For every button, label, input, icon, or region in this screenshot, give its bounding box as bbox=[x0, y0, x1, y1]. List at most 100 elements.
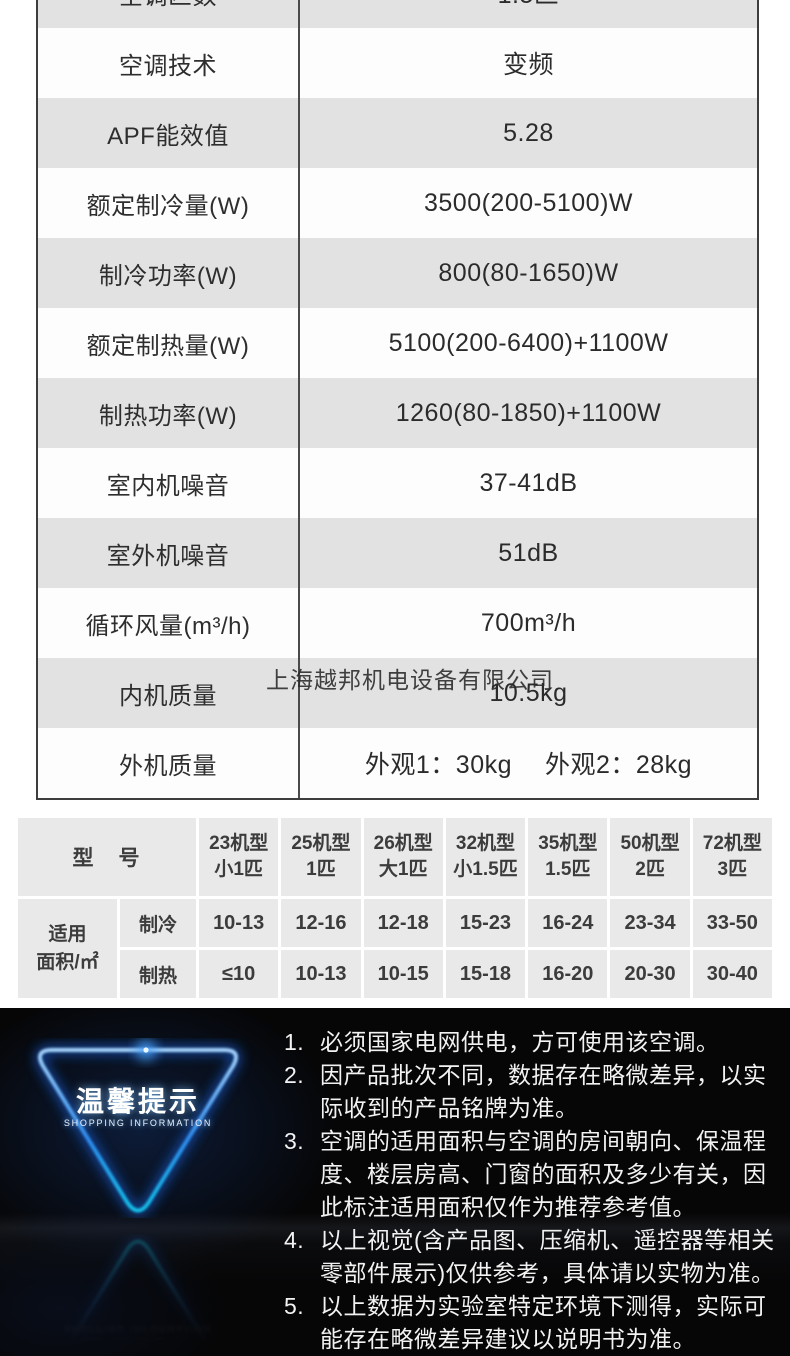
heating-area-value: 30-40 bbox=[692, 950, 772, 998]
tip-number: 5. bbox=[284, 1293, 305, 1319]
tips-logo-reflection: 温馨提示 SHOPPING INFORMATION bbox=[18, 1234, 258, 1356]
heating-area-value: 10-15 bbox=[363, 950, 443, 998]
tips-logo: 温馨提示 SHOPPING INFORMATION bbox=[18, 1038, 258, 1218]
cooling-area-value: 10-13 bbox=[199, 899, 279, 947]
spec-value: 800(80-1650)W bbox=[438, 258, 619, 287]
spec-row: 制冷功率(W) 800(80-1650)W bbox=[38, 238, 757, 308]
model-hp: 小1匹 bbox=[214, 859, 263, 880]
spec-value: 3500(200-5100)W bbox=[423, 188, 633, 217]
spec-row: 制热功率(W) 1260(80-1850)+1100W bbox=[38, 378, 757, 448]
model-hp: 2匹 bbox=[635, 859, 665, 880]
spec-label: 额定制热量(W) bbox=[38, 308, 300, 378]
spec-value: 5.28 bbox=[503, 118, 554, 147]
spec-value: 外观1：30kg 外观2：28kg bbox=[364, 751, 693, 779]
cooling-row-label: 制冷 bbox=[120, 899, 196, 947]
spec-value: 5100(200-6400)+1100W bbox=[388, 328, 669, 357]
spec-value: 1.5匹 bbox=[300, 0, 757, 28]
heating-row-label: 制热 bbox=[120, 950, 196, 998]
tip-text: 以上数据为实验室特定环境下测得，实际可能存在略微差异建议以说明书为准。 bbox=[320, 1293, 767, 1352]
spec-value: 1260(80-1850)+1100W bbox=[395, 398, 662, 427]
tip-text: 空调的适用面积与空调的房间朝向、保温程度、楼层房高、门窗的面积及多少有关，因此标… bbox=[320, 1128, 767, 1220]
model-name: 32机型 bbox=[455, 833, 516, 854]
model-column-header: 35机型 1.5匹 bbox=[528, 818, 608, 896]
model-column-header: 25机型 1匹 bbox=[281, 818, 361, 896]
spec-value: 51dB bbox=[498, 538, 559, 567]
tip-item: 5. 以上数据为实验室特定环境下测得，实际可能存在略微差异建议以说明书为准。 bbox=[284, 1290, 784, 1356]
cooling-area-value: 12-16 bbox=[281, 899, 361, 947]
model-column-header: 32机型 小1.5匹 bbox=[445, 818, 526, 896]
spec-label: 制热功率(W) bbox=[38, 378, 300, 448]
model-column-header: 72机型 3匹 bbox=[692, 818, 772, 896]
spec-row: 空调技术 变频 bbox=[38, 28, 757, 98]
model-name: 50机型 bbox=[620, 833, 680, 854]
spec-table: 空调匹数 1.5匹 空调技术 变频 APF能效值 5.28 额定制冷量(W) 3… bbox=[36, 0, 759, 800]
model-area-table: 型 号 23机型 小1匹 25机型 1匹 26机型 大1匹 32机型 小1.5匹… bbox=[18, 818, 772, 998]
spec-value: 700m³/h bbox=[480, 608, 577, 637]
spec-row: 内机质量 10.5kg bbox=[38, 658, 757, 728]
tip-text: 因产品批次不同，数据存在略微差异，以实际收到的产品铭牌为准。 bbox=[320, 1062, 767, 1121]
spec-label: 室外机噪音 bbox=[38, 518, 300, 588]
tip-item: 4. 以上视觉(含产品图、压缩机、遥控器等相关零部件展示)仅供参考，具体请以实物… bbox=[284, 1224, 784, 1290]
spec-label: 空调技术 bbox=[38, 28, 300, 98]
model-column-header: 23机型 小1匹 bbox=[199, 818, 279, 896]
cooling-area-value: 12-18 bbox=[363, 899, 443, 947]
spec-row: APF能效值 5.28 bbox=[38, 98, 757, 168]
spec-label: 空调匹数 bbox=[38, 0, 300, 28]
company-watermark: 上海越邦机电设备有限公司 bbox=[266, 668, 554, 694]
cooling-area-value: 16-24 bbox=[528, 899, 608, 947]
model-name: 23机型 bbox=[209, 833, 269, 854]
model-column-header: 26机型 大1匹 bbox=[363, 818, 443, 896]
tips-section bbox=[0, 1008, 790, 1356]
model-column-header: 50机型 2匹 bbox=[610, 818, 690, 896]
heating-area-value: ≤10 bbox=[199, 950, 279, 998]
model-name: 72机型 bbox=[702, 833, 762, 854]
cooling-area-value: 15-23 bbox=[445, 899, 526, 947]
tip-item: 1. 必须国家电网供电，方可使用该空调。 bbox=[284, 1026, 784, 1059]
heating-area-value: 20-30 bbox=[610, 950, 690, 998]
spec-row: 室内机噪音 37-41dB bbox=[38, 448, 757, 518]
model-corner-header: 型 号 bbox=[18, 818, 196, 896]
spec-value: 37-41dB bbox=[479, 468, 578, 497]
glow-triangle-reflection-icon bbox=[35, 1236, 241, 1356]
tips-logo-title: 温馨提示 bbox=[75, 1086, 200, 1117]
model-hp: 大1匹 bbox=[378, 859, 428, 880]
spec-row: 额定制冷量(W) 3500(200-5100)W bbox=[38, 168, 757, 238]
model-hp: 小1.5匹 bbox=[453, 859, 518, 880]
tip-text: 以上视觉(含产品图、压缩机、遥控器等相关零部件展示)仅供参考，具体请以实物为准。 bbox=[320, 1227, 775, 1286]
heating-area-value: 16-20 bbox=[528, 950, 608, 998]
tips-logo-title-reflection: 温馨提示 bbox=[75, 1335, 200, 1356]
spec-label: APF能效值 bbox=[38, 98, 300, 168]
spec-row: 额定制热量(W) 5100(200-6400)+1100W bbox=[38, 308, 757, 378]
tip-number: 1. bbox=[284, 1029, 305, 1055]
tip-number: 3. bbox=[284, 1128, 305, 1154]
tips-logo-subtitle: SHOPPING INFORMATION bbox=[63, 1118, 213, 1128]
model-hp: 1.5匹 bbox=[545, 859, 591, 880]
spec-row: 空调匹数 1.5匹 bbox=[38, 0, 757, 28]
spec-value: 10.5kg bbox=[489, 678, 568, 707]
glow-triangle-icon bbox=[35, 1040, 241, 1216]
spec-row: 室外机噪音 51dB bbox=[38, 518, 757, 588]
model-name: 35机型 bbox=[538, 833, 598, 854]
model-hp: 3匹 bbox=[717, 859, 748, 880]
spec-row: 循环风量(m³/h) 700m³/h bbox=[38, 588, 757, 658]
tip-item: 2. 因产品批次不同，数据存在略微差异，以实际收到的产品铭牌为准。 bbox=[284, 1059, 784, 1125]
tips-list: 1. 必须国家电网供电，方可使用该空调。 2. 因产品批次不同，数据存在略微差异… bbox=[284, 1026, 784, 1356]
spec-label: 循环风量(m³/h) bbox=[38, 588, 300, 658]
model-name: 26机型 bbox=[373, 833, 433, 854]
cooling-area-value: 23-34 bbox=[610, 899, 690, 947]
tips-logo-subtitle-reflection: SHOPPING INFORMATION bbox=[63, 1324, 213, 1334]
tip-number: 4. bbox=[284, 1227, 305, 1253]
tip-number: 2. bbox=[284, 1062, 305, 1088]
spec-label: 制冷功率(W) bbox=[38, 238, 300, 308]
heating-area-value: 10-13 bbox=[281, 950, 361, 998]
area-label-line2: 面积/㎡ bbox=[36, 951, 99, 973]
spec-label: 外机质量 bbox=[38, 728, 300, 798]
model-hp: 1匹 bbox=[306, 859, 336, 880]
heating-area-value: 15-18 bbox=[445, 950, 526, 998]
tip-item: 3. 空调的适用面积与空调的房间朝向、保温程度、楼层房高、门窗的面积及多少有关，… bbox=[284, 1125, 784, 1224]
spec-label: 室内机噪音 bbox=[38, 448, 300, 518]
spec-label: 内机质量 bbox=[38, 658, 300, 728]
spec-row: 外机质量 外观1：30kg 外观2：28kg bbox=[38, 728, 757, 798]
area-rowgroup-label: 适用 面积/㎡ bbox=[18, 899, 117, 998]
